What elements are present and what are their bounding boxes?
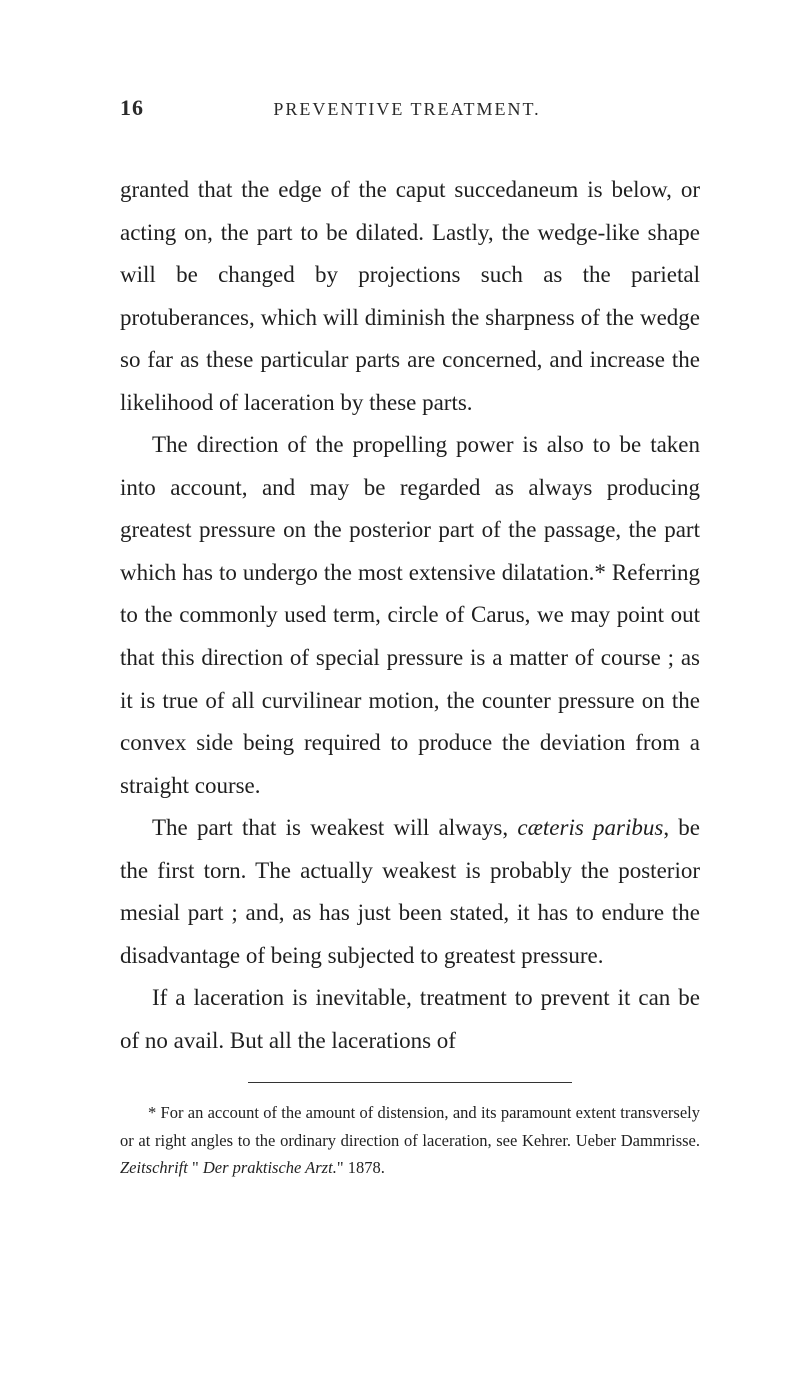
footnote-c: " 1878. [337, 1158, 385, 1177]
page-container: 16 PREVENTIVE TREATMENT. granted that th… [0, 0, 800, 1241]
page-number: 16 [120, 95, 144, 121]
paragraph-4: If a laceration is inevitable, treatment… [120, 977, 700, 1062]
running-title: PREVENTIVE TREATMENT. [144, 99, 700, 120]
paragraph-3-a: The part that is weakest will always, [152, 815, 517, 840]
footnote-b: " [188, 1158, 203, 1177]
paragraph-1: granted that the edge of the caput succe… [120, 169, 700, 424]
paragraph-3: The part that is weakest will always, cæ… [120, 807, 700, 977]
footnote-italic-2: Der praktische Arzt. [203, 1158, 337, 1177]
footnote-separator [248, 1082, 573, 1083]
footnote-a: * For an account of the amount of disten… [120, 1103, 700, 1149]
page-header: 16 PREVENTIVE TREATMENT. [120, 95, 700, 121]
body-text: granted that the edge of the caput succe… [120, 169, 700, 1062]
footnote: * For an account of the amount of disten… [120, 1099, 700, 1181]
paragraph-2: The direction of the propelling power is… [120, 424, 700, 807]
paragraph-3-italic: cæteris paribus [517, 815, 663, 840]
footnote-italic-1: Zeitschrift [120, 1158, 188, 1177]
